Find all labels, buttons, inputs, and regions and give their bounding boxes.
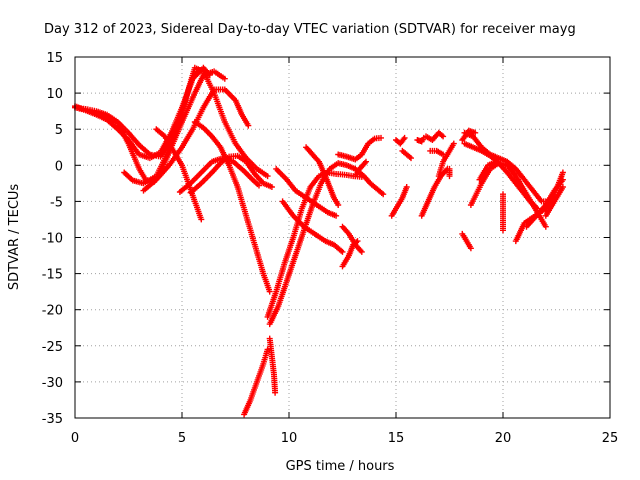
data-points (121, 67, 203, 187)
y-tick-label: -25 (42, 340, 63, 355)
series-arc-29 (446, 165, 453, 180)
data-points (500, 191, 506, 234)
data-points (241, 346, 271, 418)
y-tick-label: 15 (46, 51, 63, 66)
series-arc-04 (121, 67, 203, 187)
data-points (266, 335, 279, 396)
data-points (393, 134, 408, 147)
x-tick-label: 20 (495, 431, 512, 446)
series-arc-24 (414, 134, 427, 145)
y-tick-label: 10 (46, 87, 63, 102)
x-tick-label: 15 (388, 431, 405, 446)
y-tick-label: -10 (42, 232, 63, 247)
data-points (523, 176, 566, 230)
data-points (418, 165, 451, 219)
series-arc-20 (352, 158, 369, 180)
data-points (264, 169, 365, 320)
data-points (446, 165, 453, 180)
x-axis-label: GPS time / hours (286, 459, 395, 474)
series-arc-09 (191, 119, 273, 295)
series-arc-10 (241, 346, 271, 418)
data-points (399, 147, 414, 162)
series-arc-17 (335, 134, 384, 163)
series-arc-25 (418, 165, 451, 219)
series-arc-15 (279, 198, 346, 255)
series-arc-32 (467, 160, 541, 212)
series-arc-33 (459, 230, 474, 252)
series-arc-19 (339, 223, 365, 255)
series-arc-35 (476, 158, 500, 183)
data-points (427, 147, 447, 158)
data-points (335, 134, 384, 163)
series-arc-13 (264, 169, 365, 320)
data-points (352, 158, 369, 180)
series-arc-22 (393, 134, 408, 147)
y-tick-label: -5 (50, 195, 63, 210)
data-points (435, 140, 457, 180)
series-arc-14 (273, 165, 340, 219)
series-arc-21 (388, 184, 410, 219)
y-tick-label: -35 (42, 412, 63, 427)
series-arc-11 (266, 335, 279, 396)
series-arc-38 (523, 176, 566, 230)
x-tick-label: 25 (602, 431, 619, 446)
data-points (140, 86, 252, 194)
data-points (303, 144, 342, 208)
grid-layer (75, 57, 610, 418)
axis-ticks: 0 5 10 15 20 25 15 10 5 0 -5 -10 -15 -20 -25 -30 -35 (42, 51, 619, 446)
series-arc-26 (423, 129, 447, 143)
series-arc-28 (435, 140, 457, 180)
x-tick-label: 10 (281, 431, 298, 446)
data-points (273, 165, 340, 219)
y-tick-label: -30 (42, 376, 63, 391)
y-tick-label: 5 (55, 123, 63, 138)
data-marks (72, 64, 566, 418)
series-arc-06 (140, 86, 252, 194)
data-points (476, 158, 500, 183)
data-points (191, 119, 273, 295)
series-arc-16 (303, 144, 342, 208)
series-arc-34 (459, 127, 479, 143)
y-tick-label: 0 (55, 159, 63, 174)
series-arc-36 (500, 191, 506, 234)
series-arc-39 (542, 184, 566, 219)
data-points (423, 129, 447, 143)
data-points (339, 223, 365, 255)
data-points (459, 127, 479, 143)
chart-title: Day 312 of 2023, Sidereal Day-to-day VTE… (44, 22, 576, 37)
data-points (542, 184, 566, 219)
data-points (414, 134, 427, 145)
data-points (388, 184, 410, 219)
y-tick-label: -15 (42, 268, 63, 283)
data-points (467, 160, 541, 212)
data-points (279, 198, 346, 255)
data-points (459, 230, 474, 252)
y-axis-label: SDTVAR / TECUs (7, 184, 22, 291)
x-tick-label: 5 (178, 431, 186, 446)
y-tick-label: -20 (42, 304, 63, 319)
x-tick-label: 0 (71, 431, 79, 446)
series-arc-23 (399, 147, 414, 162)
series-arc-27 (427, 147, 447, 158)
